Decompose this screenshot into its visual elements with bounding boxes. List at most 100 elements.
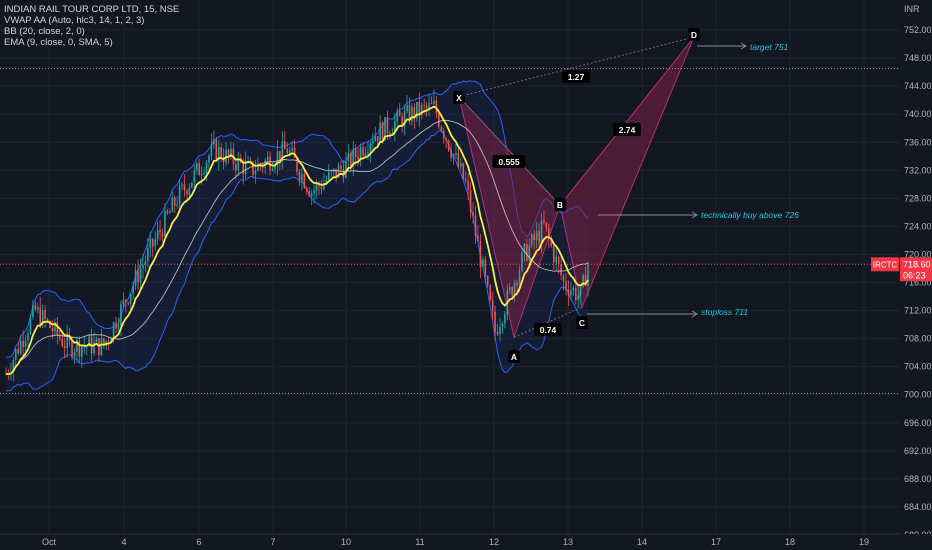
candle-body xyxy=(428,102,430,108)
ema-legend[interactable]: EMA (9, close, 0, SMA, 5) xyxy=(4,37,113,48)
candle-body xyxy=(350,152,352,167)
candle-body xyxy=(460,163,462,167)
candle-body xyxy=(166,210,169,214)
candle-body xyxy=(247,160,249,162)
candle-body xyxy=(183,184,186,191)
candle-body xyxy=(423,104,425,106)
candle-body xyxy=(308,190,311,196)
candle-body xyxy=(438,113,440,127)
candle-body xyxy=(452,154,455,158)
candle-body xyxy=(579,286,582,296)
candle-body xyxy=(345,160,347,178)
candle-body xyxy=(281,140,284,161)
candle-body xyxy=(303,173,306,188)
candle-body xyxy=(325,180,328,183)
candle-body xyxy=(149,238,152,249)
candle-body xyxy=(543,220,545,223)
harmonic-xb-line xyxy=(458,96,561,206)
symbol-title[interactable]: INDIAN RAIL TOUR CORP LTD, 15, NSE xyxy=(4,4,180,15)
candle-body xyxy=(570,290,572,296)
candle-body xyxy=(56,321,59,335)
candle-body xyxy=(315,183,318,191)
time-tick: 19 xyxy=(859,537,869,547)
candle-body xyxy=(125,299,127,303)
candle-body xyxy=(254,170,257,175)
candle-body xyxy=(504,314,506,324)
candle-body xyxy=(200,174,203,176)
candle-body xyxy=(464,178,467,182)
harmonic-ac-line xyxy=(513,306,583,338)
bb-legend[interactable]: BB (20, close, 2, 0) xyxy=(4,26,85,37)
candle-body xyxy=(85,346,88,348)
candle-body xyxy=(484,259,487,277)
point-a-label-box xyxy=(508,350,520,363)
vwap-legend[interactable]: VWAP AA (Auto, hlc3, 14, 1, 2, 3) xyxy=(4,15,145,26)
candle-body xyxy=(144,261,147,265)
candle-body xyxy=(433,100,435,104)
candle-body xyxy=(430,102,433,104)
ratio-ac-label-box xyxy=(534,323,562,336)
candle-body xyxy=(122,299,125,305)
candle-body xyxy=(523,243,526,253)
candle-body xyxy=(51,327,54,332)
candle-body xyxy=(215,139,218,160)
candle-body xyxy=(178,185,181,205)
candle-body xyxy=(41,310,44,326)
point-a-label: A xyxy=(511,352,517,362)
candle-body xyxy=(171,197,174,212)
time-tick: 13 xyxy=(563,537,573,547)
candle-body xyxy=(389,132,391,134)
candle-body xyxy=(565,281,567,290)
candle-body xyxy=(376,136,379,141)
candle-body xyxy=(195,163,198,171)
price-tick: 732.00 xyxy=(904,165,932,175)
candlesticks xyxy=(5,89,589,382)
time-axis[interactable]: Oct 4 6 7 10 11 12 13 14 17 18 19 xyxy=(0,533,932,550)
candle-body xyxy=(193,170,196,183)
candle-body xyxy=(305,187,308,191)
candle-body xyxy=(29,317,32,334)
ratio-xb-label-box xyxy=(492,155,526,168)
candle-body xyxy=(49,320,51,328)
candle-body xyxy=(147,248,149,262)
candle-body xyxy=(362,147,364,156)
candle-body xyxy=(384,117,386,141)
candle-body xyxy=(548,227,550,239)
time-tick: 10 xyxy=(341,537,351,547)
candle-body xyxy=(129,293,132,304)
candle-body xyxy=(386,117,389,133)
ratio-bd-label: 2.74 xyxy=(619,125,636,135)
vwap-line xyxy=(5,119,589,375)
candle-body xyxy=(235,164,237,171)
candle-body xyxy=(408,105,411,122)
candle-body xyxy=(521,252,523,271)
candle-body xyxy=(137,269,139,283)
candle-body xyxy=(249,160,252,162)
candle-body xyxy=(298,171,301,181)
stoploss-arrow-arrowhead xyxy=(691,310,698,318)
candle-body xyxy=(533,234,535,241)
candle-body xyxy=(266,156,269,161)
candle-body xyxy=(340,165,342,169)
candle-body xyxy=(169,211,171,214)
candle-body xyxy=(486,276,489,286)
candle-body xyxy=(398,111,401,117)
point-d-label-box xyxy=(688,28,700,41)
ema-line xyxy=(5,105,589,375)
candle-body xyxy=(508,287,511,291)
price-tick: 748.00 xyxy=(904,53,932,63)
candle-body xyxy=(95,338,98,343)
price-tick: 752.00 xyxy=(904,25,932,35)
candle-body xyxy=(210,143,213,156)
candle-body xyxy=(403,111,406,127)
candle-body xyxy=(462,163,465,179)
candle-body xyxy=(540,220,543,243)
price-axis[interactable]: INR 752.00 748.00 744.00 740.00 736.00 732.00 7… xyxy=(871,0,932,550)
candle-body xyxy=(587,264,589,286)
candle-body xyxy=(208,155,210,163)
candle-body xyxy=(93,342,95,354)
point-d-label: D xyxy=(691,30,697,40)
candle-body xyxy=(103,338,105,346)
candle-body xyxy=(369,143,372,152)
